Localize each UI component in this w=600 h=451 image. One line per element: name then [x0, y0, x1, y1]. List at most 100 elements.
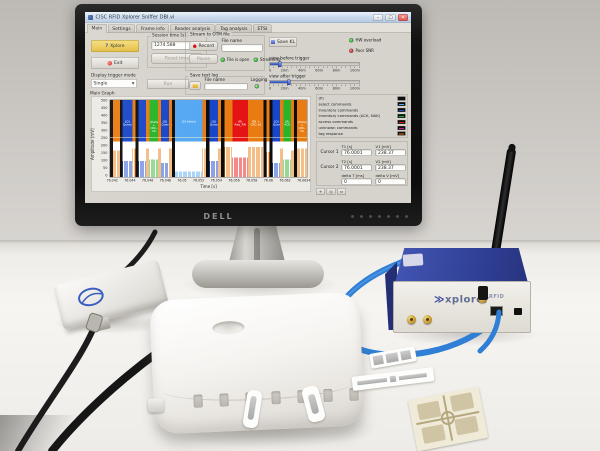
graph-tool-2[interactable]: ⇔ [337, 188, 346, 195]
tab-main[interactable]: Main [87, 24, 107, 33]
legend-label: (P) [318, 96, 324, 101]
tag-trace [146, 141, 150, 177]
graph-tool-0[interactable]: + [316, 188, 325, 195]
plot-area[interactable]: (Q) Query(Data) + CRC-16(Q) QueryRep(S) … [109, 99, 308, 178]
display-trigger-dropdown[interactable]: Single ▼ [91, 79, 137, 88]
status-led-1-label: Poor SNR [355, 48, 374, 54]
signal-band-gap [269, 100, 273, 177]
legend-row-2[interactable]: inventory commands [318, 107, 406, 113]
tick: 100m [349, 86, 360, 91]
x-tick: 76.052 [192, 178, 205, 183]
tag-trace [272, 141, 281, 177]
window-titlebar[interactable]: CISC RFID Xplorer Sniffer DBI.vi – □ × [85, 12, 411, 23]
logging-led [254, 84, 259, 89]
tick: 80m [332, 68, 341, 73]
tab-etsi[interactable]: ETSI [252, 24, 272, 33]
tag-trace [175, 141, 203, 177]
legend-label: tag response [318, 131, 343, 136]
slider-0-thumb[interactable] [277, 61, 282, 67]
slider-1-track[interactable] [269, 79, 360, 85]
stream-led-0-indicator [220, 57, 225, 62]
signal-band-gap [119, 100, 123, 177]
main-graph: Amplitude [mV] 500 450 400 350 300 250 200 150 1… [91, 96, 311, 192]
close-button[interactable]: × [398, 13, 408, 21]
legend-label: access commands [318, 119, 354, 125]
y-tick: 50 [103, 166, 108, 170]
signal-band-inventory: (Q) Query [122, 100, 133, 177]
tick: 60m [315, 86, 324, 91]
trace-spikes [217, 148, 222, 177]
minimize-button[interactable]: – [373, 13, 383, 21]
slider-0-track[interactable] [269, 61, 360, 67]
pause-button[interactable]: Pause [189, 54, 218, 64]
y-tick: 0 [105, 173, 108, 178]
tab-tag-analysis[interactable]: Tag analysis [215, 24, 252, 33]
band-label: (Data) + CRC-16 [297, 120, 307, 134]
signal-band-tag: RN + CRC-16 [247, 100, 264, 177]
tab-settings[interactable]: Settings [107, 24, 136, 33]
legend-row-0[interactable]: (P) [319, 96, 406, 101]
tag-trace [247, 141, 264, 177]
signal-band-tag [146, 100, 150, 177]
stream-led-1: Streaming [253, 57, 281, 62]
status-led-0: HW overload [349, 38, 381, 43]
power-jack [514, 308, 522, 315]
exit-button[interactable]: Exit [91, 57, 139, 69]
trace-spikes [247, 146, 264, 177]
trace-spikes [280, 148, 284, 177]
y-tick: 250 [100, 136, 108, 140]
x-tick: 76.044 [124, 178, 136, 183]
slider-1-thumb[interactable] [286, 79, 291, 85]
xplore-button[interactable]: ? Xplore [91, 40, 139, 52]
cursor1-value: 238.37 [375, 149, 406, 156]
sma-connector-2 [423, 315, 432, 324]
stream-file-name-field[interactable] [221, 44, 263, 52]
legend-row-1[interactable]: select commands [319, 102, 406, 106]
x-tick: 76.05 [177, 178, 187, 183]
signal-band-tag [280, 100, 284, 177]
textlog-file-name-field[interactable] [204, 83, 248, 90]
signal-band-inventory: (Q) QueryRep [161, 100, 176, 177]
trace-spikes [132, 148, 136, 177]
tick: 100m [349, 68, 360, 73]
signal-band-tag [217, 100, 222, 177]
tab-reader-analysis[interactable]: Reader analysis [170, 24, 215, 33]
save-kl-button[interactable]: Save KL [269, 37, 297, 47]
x-tick: 76.048 [159, 178, 171, 183]
stream-led-0: File is open [220, 57, 249, 62]
legend-swatch [397, 108, 406, 113]
band-label: (R) ACK [284, 119, 291, 127]
legend-row-6[interactable]: tag response [319, 131, 406, 136]
graph-tool-1[interactable]: ◎ [326, 188, 336, 195]
tab-frame-info[interactable]: Frame info [136, 24, 170, 33]
status-led-1-indicator [349, 48, 354, 53]
status-led-0-label: HW overload [355, 38, 382, 43]
slider-0-label: view before trigger [269, 56, 310, 61]
x-tick: 76.058 [245, 178, 258, 183]
y-tick: 500 [100, 98, 108, 103]
signal-band-tag [169, 100, 173, 177]
legend-color [399, 121, 404, 123]
monitor-bezel-buttons [351, 215, 408, 218]
tag-trace [132, 141, 136, 177]
legend-swatch [397, 125, 406, 130]
trace-spikes [272, 162, 281, 177]
legend-row-5[interactable]: unknown commands [319, 125, 406, 130]
maximize-button[interactable]: □ [385, 13, 396, 21]
signal-band-access: (R) Req_RN [232, 100, 248, 177]
legend-row-3[interactable]: inventory commands (ACK, NAK) [318, 113, 406, 119]
textlog-folder-button[interactable] [189, 81, 201, 90]
run-button[interactable]: Run [147, 79, 189, 89]
trace-spikes [149, 159, 159, 177]
trace-spikes [175, 171, 203, 177]
tag-trace [113, 141, 120, 177]
legend-label: inventory commands [318, 107, 359, 113]
signal-band-tag [202, 100, 207, 177]
legend-color [399, 115, 404, 117]
legend-label: inventory commands (ACK, NAK) [318, 113, 381, 119]
trace-spikes [113, 150, 120, 177]
record-button[interactable]: Record [189, 41, 218, 51]
x-tick: 76.046 [141, 178, 154, 183]
legend-row-4[interactable]: access commands [318, 119, 406, 125]
window-title: CISC RFID Xplorer Sniffer DBI.vi [95, 14, 175, 21]
